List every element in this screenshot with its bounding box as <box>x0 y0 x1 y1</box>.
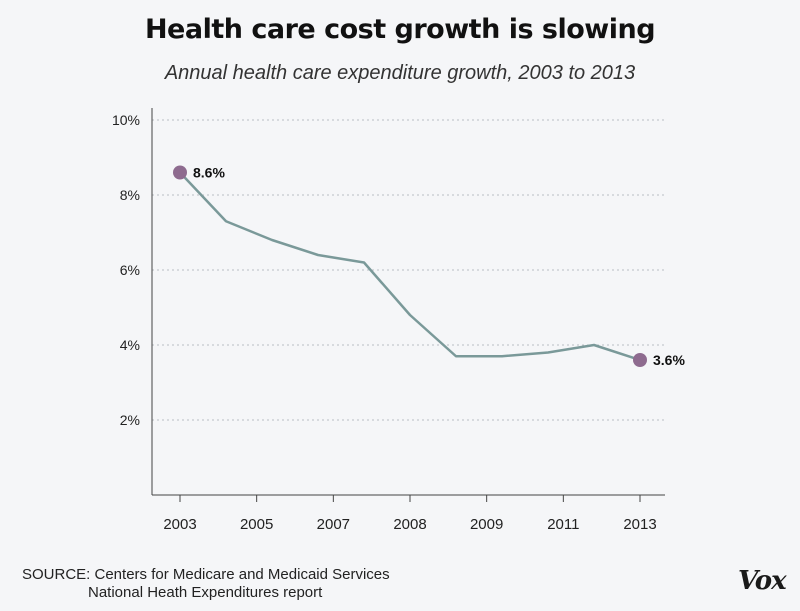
x-tick-label: 2008 <box>393 516 426 533</box>
axes <box>151 108 665 496</box>
data-label: 3.6% <box>653 352 685 368</box>
data-label: 8.6% <box>193 165 225 181</box>
vox-logo: Vox <box>738 566 787 596</box>
x-tick-label: 2009 <box>470 516 503 533</box>
source-line-2: National Heath Expenditures report <box>88 584 323 601</box>
x-tick-label: 2013 <box>623 516 656 533</box>
gridlines <box>152 119 665 421</box>
data-point-marker <box>173 165 187 180</box>
x-tick-label: 2003 <box>163 516 196 533</box>
series-line <box>179 171 641 362</box>
y-tick-label: 10% <box>112 112 140 128</box>
y-tick-label: 8% <box>120 187 140 203</box>
y-tick-label: 2% <box>120 412 140 428</box>
x-tick-label: 2005 <box>240 516 273 533</box>
data-point-marker <box>633 353 647 367</box>
annotations-layer: 8.6% 3.6% <box>173 165 685 368</box>
x-axis-ticks: 2003 2005 2007 2008 2009 2011 2013 <box>163 495 657 533</box>
series-layer <box>179 171 641 362</box>
y-tick-label: 6% <box>120 262 140 278</box>
y-tick-label: 4% <box>120 337 140 353</box>
chart-subtitle: Annual health care expenditure growth, 2… <box>164 62 636 84</box>
chart-title: Health care cost growth is slowing <box>144 14 656 45</box>
source-line-1: SOURCE: Centers for Medicare and Medicai… <box>22 566 390 583</box>
x-tick-label: 2007 <box>317 516 350 533</box>
source-note: SOURCE: Centers for Medicare and Medicai… <box>22 566 390 602</box>
x-tick-label: 2011 <box>547 516 579 533</box>
y-axis-ticks: 10% 8% 6% 4% 2% <box>112 112 140 428</box>
